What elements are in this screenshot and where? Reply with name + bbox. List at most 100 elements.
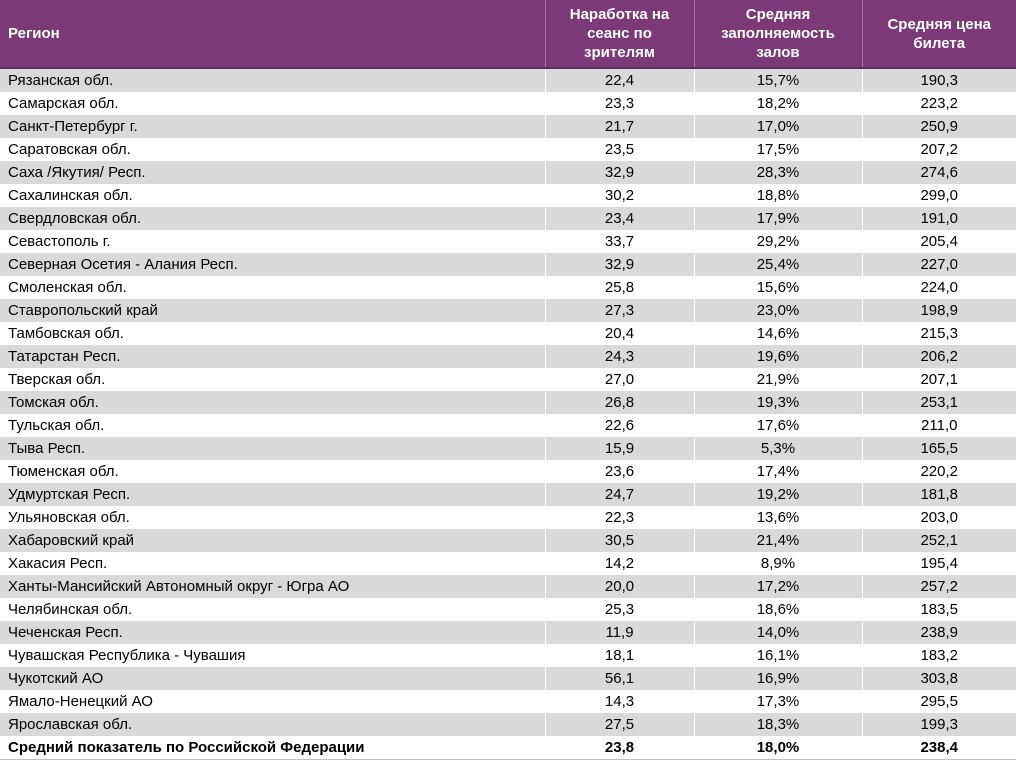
- ticket-price-cell: 224,0: [861, 276, 1016, 299]
- ticket-price-cell: 183,2: [861, 644, 1016, 667]
- region-cell: Хакасия Респ.: [8, 555, 108, 572]
- table-row: Ямало-Ненецкий АО 14,3 17,3% 295,5: [0, 690, 1016, 713]
- table-row: Чукотский АО 56,1 16,9% 303,8: [0, 667, 1016, 690]
- occupancy-cell: 8,9%: [693, 552, 862, 575]
- region-cell: Татарстан Респ.: [0, 345, 545, 368]
- region-cell: Рязанская обл.: [0, 68, 545, 92]
- table-row: Смоленская обл. 25,8 15,6% 224,0: [0, 276, 1016, 299]
- per-session-cell: 14,2: [544, 552, 694, 575]
- table-row: Чеченская Респ. 11,9 14,0% 238,9: [0, 621, 1016, 644]
- region-cell: Свердловская обл.: [0, 207, 545, 230]
- table-row: Челябинская обл. 25,3 18,6% 183,5: [0, 598, 1016, 621]
- occupancy-cell: 17,4%: [693, 460, 862, 483]
- region-cell: Сахалинская обл.: [8, 187, 133, 204]
- occupancy-cell: 25,4%: [693, 253, 862, 276]
- per-session-cell: 18,1: [544, 644, 694, 667]
- per-session-cell: 24,3: [544, 345, 694, 368]
- ticket-price-cell: 253,1: [861, 391, 1016, 414]
- per-session-cell: 22,4: [544, 68, 694, 92]
- occupancy-cell: 18,8%: [693, 184, 862, 207]
- per-session-cell: 20,0: [544, 575, 694, 598]
- occupancy-cell: 19,3%: [693, 391, 862, 414]
- occupancy-cell: 19,6%: [693, 345, 862, 368]
- occupancy-cell: 17,5%: [693, 138, 862, 161]
- region-cell: Севастополь г.: [8, 233, 111, 250]
- region-cell: Хабаровский край: [0, 529, 545, 552]
- per-session-cell: 27,5: [544, 713, 694, 736]
- table-row: Саха /Якутия/ Респ. 32,9 28,3% 274,6: [0, 161, 1016, 184]
- region-cell: Тыва Респ.: [0, 437, 545, 460]
- per-session-cell: 25,3: [544, 598, 694, 621]
- ticket-price-cell: 238,9: [861, 621, 1016, 644]
- occupancy-cell: 21,4%: [693, 529, 862, 552]
- per-session-cell: 56,1: [544, 667, 694, 690]
- occupancy-cell: 17,3%: [693, 690, 862, 713]
- ticket-price-cell: 299,0: [861, 184, 1016, 207]
- occupancy-cell: 17,9%: [693, 207, 862, 230]
- ticket-price-cell: 250,9: [861, 115, 1016, 138]
- occupancy-cell: 18,3%: [693, 713, 862, 736]
- column-header-per-session-viewers: Наработка на сеанс по зрителям: [544, 0, 694, 68]
- occupancy-cell: 23,0%: [693, 299, 862, 322]
- ticket-price-cell: 181,8: [861, 483, 1016, 506]
- per-session-cell: 26,8: [544, 391, 694, 414]
- region-cell: Ханты-Мансийский Автономный округ - Югра…: [0, 575, 545, 598]
- ticket-price-cell: 257,2: [861, 575, 1016, 598]
- ticket-price-cell: 220,2: [861, 460, 1016, 483]
- occupancy-cell: 15,7%: [693, 68, 862, 92]
- table-row: Санкт-Петербург г. 21,7 17,0% 250,9: [0, 115, 1016, 138]
- per-session-cell: 23,4: [544, 207, 694, 230]
- occupancy-cell: 17,0%: [693, 115, 862, 138]
- ticket-price-cell: 211,0: [861, 414, 1016, 437]
- region-cell: Чувашская Республика - Чувашия: [8, 647, 246, 664]
- table-row: Татарстан Респ. 24,3 19,6% 206,2: [0, 345, 1016, 368]
- region-cell: Ставропольский край: [0, 299, 545, 322]
- region-cell: Чукотский АО: [0, 667, 545, 690]
- ticket-price-cell: 215,3: [861, 322, 1016, 345]
- per-session-cell: 21,7: [544, 115, 694, 138]
- ticket-price-cell: 206,2: [861, 345, 1016, 368]
- per-session-cell: 22,6: [544, 414, 694, 437]
- column-header-ticket-price: Средняя цена билета: [861, 0, 1016, 68]
- occupancy-cell: 16,1%: [693, 644, 862, 667]
- table-row: Северная Осетия - Алания Респ. 32,9 25,4…: [0, 253, 1016, 276]
- region-cell: Тюменская обл.: [8, 463, 119, 480]
- column-header-region: Регион: [0, 0, 545, 68]
- ticket-price-cell: 274,6: [861, 161, 1016, 184]
- per-session-cell: 30,5: [544, 529, 694, 552]
- region-cell: Тульская обл.: [8, 417, 105, 434]
- table-body: Рязанская обл. 22,4 15,7% 190,3 Самарска…: [0, 68, 1016, 736]
- summary-row: Средний показатель по Российской Федерац…: [0, 736, 1016, 760]
- per-session-cell: 14,3: [544, 690, 694, 713]
- ticket-price-cell: 190,3: [861, 68, 1016, 92]
- per-session-cell: 23,3: [544, 92, 694, 115]
- region-cell: Саха /Якутия/ Респ.: [0, 161, 545, 184]
- header-row: Регион Наработка на сеанс по зрителям Ср…: [0, 0, 1016, 68]
- ticket-price-cell: 199,3: [861, 713, 1016, 736]
- per-session-cell: 15,9: [544, 437, 694, 460]
- region-cell: Самарская обл.: [8, 95, 119, 112]
- ticket-price-cell: 303,8: [861, 667, 1016, 690]
- region-cell: Удмуртская Респ.: [0, 483, 545, 506]
- occupancy-cell: 21,9%: [693, 368, 862, 391]
- table-row: Тыва Респ. 15,9 5,3% 165,5: [0, 437, 1016, 460]
- table-row: Севастополь г. 33,7 29,2% 205,4: [0, 230, 1016, 253]
- per-session-cell: 22,3: [544, 506, 694, 529]
- table-row: Хакасия Респ. 14,2 8,9% 195,4: [0, 552, 1016, 575]
- table-row: Тамбовская обл. 20,4 14,6% 215,3: [0, 322, 1016, 345]
- per-session-cell: 25,8: [544, 276, 694, 299]
- region-cell: Санкт-Петербург г.: [0, 115, 545, 138]
- table-row: Рязанская обл. 22,4 15,7% 190,3: [0, 68, 1016, 92]
- region-cell: Смоленская обл.: [8, 279, 127, 296]
- per-session-cell: 24,7: [544, 483, 694, 506]
- ticket-price-cell: 252,1: [861, 529, 1016, 552]
- table-row: Саратовская обл. 23,5 17,5% 207,2: [0, 138, 1016, 161]
- occupancy-cell: 29,2%: [693, 230, 862, 253]
- table-row: Тюменская обл. 23,6 17,4% 220,2: [0, 460, 1016, 483]
- occupancy-cell: 13,6%: [693, 506, 862, 529]
- region-cell: Ямало-Ненецкий АО: [8, 693, 153, 710]
- region-cell: Ярославская обл.: [0, 713, 545, 736]
- per-session-cell: 11,9: [544, 621, 694, 644]
- ticket-price-cell: 207,1: [861, 368, 1016, 391]
